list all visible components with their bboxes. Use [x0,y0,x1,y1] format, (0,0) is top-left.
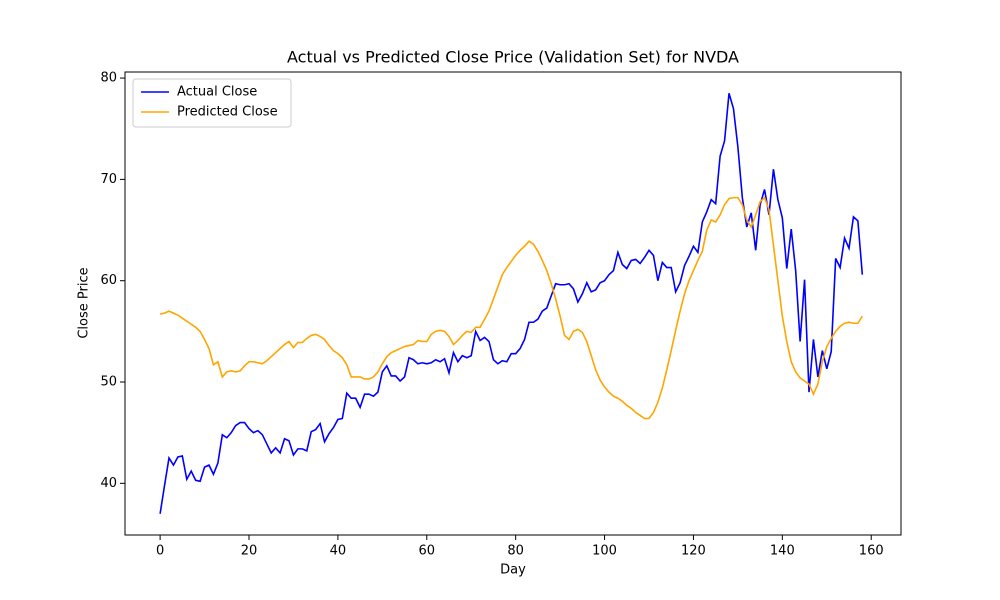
x-tick-label: 160 [859,544,884,559]
y-tick-label: 80 [100,71,117,86]
legend-label: Predicted Close [177,105,278,120]
legend-box [132,78,292,128]
plot-frame [124,71,902,536]
data-line [159,196,864,420]
x-tick-label: 120 [681,544,706,559]
x-tick-label: 20 [241,544,258,559]
y-tick-label: 70 [100,172,117,187]
legend-label: Actual Close [177,85,257,100]
chart-title: Actual vs Predicted Close Price (Validat… [287,48,739,67]
x-tick-label: 100 [592,544,617,559]
y-axis-label: Close Price [77,267,92,338]
x-tick-label: 40 [330,544,347,559]
y-tick-label: 40 [100,476,117,491]
y-tick-label: 50 [100,375,117,390]
x-axis-label: Day [500,563,526,578]
x-tick-label: 80 [507,544,524,559]
x-tick-label: 60 [419,544,436,559]
y-tick-label: 60 [100,273,117,288]
x-tick-label: 140 [770,544,795,559]
x-tick-label: 0 [156,544,164,559]
